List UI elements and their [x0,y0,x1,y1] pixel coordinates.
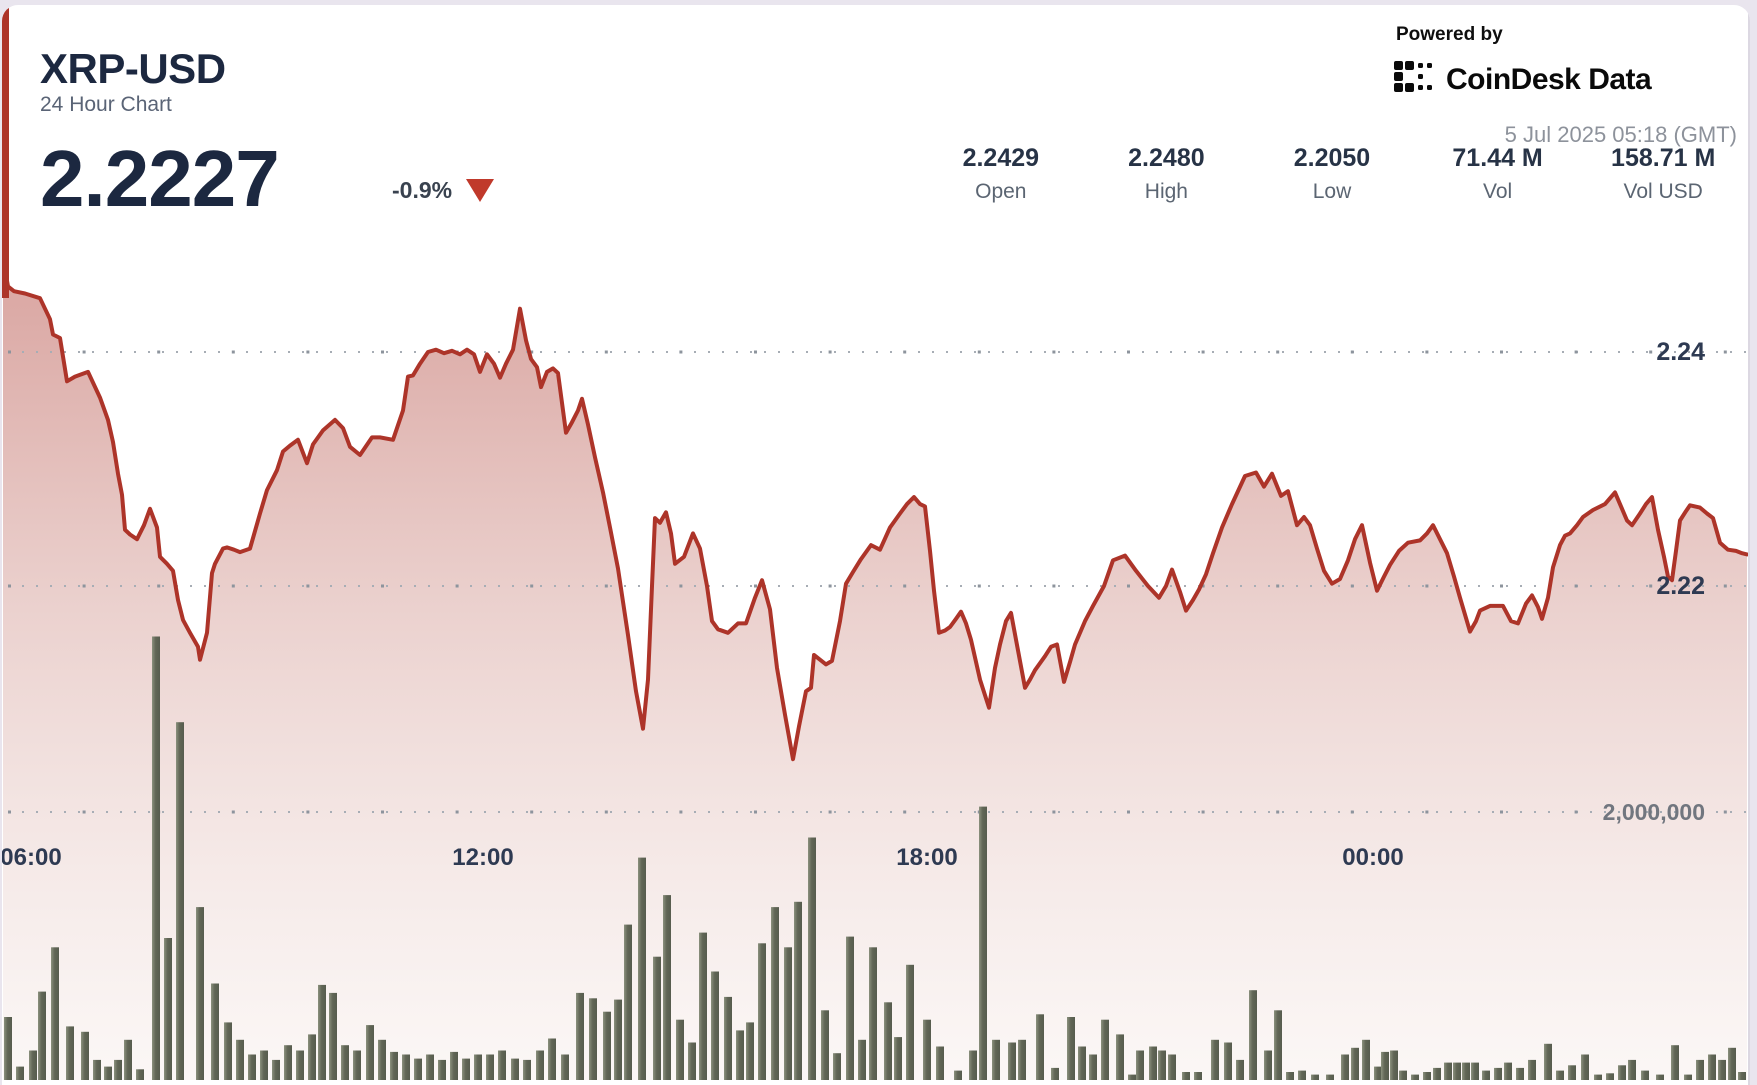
stat-vol-value: 71.44 M [1452,144,1543,172]
time-axis-label: 06:00 [2,844,62,871]
down-triangle-icon [466,179,495,202]
price-change: -0.9% [392,177,495,204]
price-axis-label: 2.24 [1656,338,1705,366]
chart-subtitle: 24 Hour Chart [40,93,172,116]
current-price: 2.2227 [40,134,280,223]
change-percent: -0.9% [392,177,453,203]
stat-vol-usd: 158.71 M Vol USD [1580,144,1746,204]
volume-axis-label: 2,000,000 [1602,799,1705,825]
powered-by-label: Powered by [1396,24,1503,45]
chart-card: 2.24 2.22 2,000,000 06:00 12:00 18:00 00:00 XR… [2,5,1750,1085]
price-volume-chart [2,8,1749,1080]
stat-low-label: Low [1312,180,1352,203]
stat-low-value: 2.2050 [1293,144,1371,172]
stat-high-label: High [1144,180,1188,203]
stat-vol-usd-label: Vol USD [1623,180,1703,203]
brand: CoinDesk Data [1393,60,1652,100]
coindesk-logo-icon [1394,61,1432,92]
stat-vol: 71.44 M Vol [1415,144,1581,204]
brand-name: CoinDesk Data [1446,63,1652,96]
stats-row: 2.2429 Open 2.2480 High 2.2050 Low 71.44… [918,144,1746,204]
stat-open: 2.2429 Open [918,144,1084,204]
stat-open-label: Open [975,180,1027,203]
stat-low: 2.2050 Low [1249,144,1415,204]
stat-open-value: 2.2429 [962,144,1040,172]
price-axis-label: 2.22 [1656,572,1705,600]
time-axis-label: 12:00 [452,844,514,871]
page-title: XRP-USD [40,45,226,92]
stat-vol-label: Vol [1482,180,1513,203]
stat-high-value: 2.2480 [1128,144,1205,172]
timestamp: 5 Jul 2025 05:18 (GMT) [1504,122,1737,147]
stat-vol-usd-value: 158.71 M [1611,144,1716,172]
time-axis-label: 00:00 [1342,844,1404,871]
time-axis-label: 18:00 [896,844,958,871]
stat-high: 2.2480 High [1084,144,1250,204]
